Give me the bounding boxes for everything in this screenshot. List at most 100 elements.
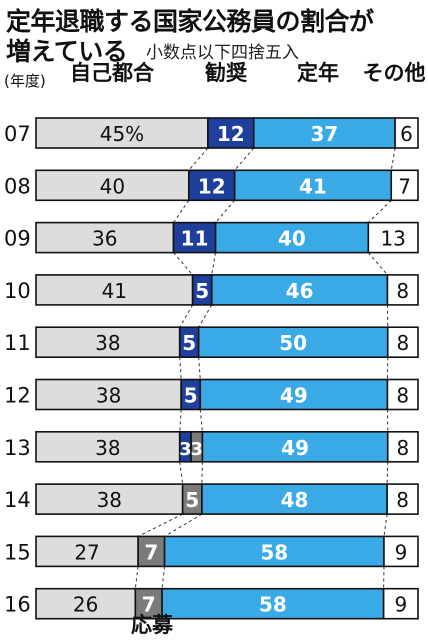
bar-other <box>386 483 419 515</box>
connector-line <box>198 304 213 328</box>
bar-other <box>390 169 419 202</box>
bar-teinen <box>163 535 385 568</box>
bar-label-self: 38 <box>96 384 121 408</box>
legend-teinen: 定年 <box>297 61 339 85</box>
bar-teinen <box>210 274 389 306</box>
year-label: 13 <box>4 436 31 460</box>
bar-label-kansho: 5 <box>182 331 196 355</box>
bar-label-teinen: 58 <box>260 540 288 564</box>
bar-teinen <box>201 430 389 463</box>
bar-self <box>35 430 181 463</box>
bar-self <box>35 169 190 202</box>
bar-label-teinen: 50 <box>279 331 307 355</box>
bar-label-kansho: 5 <box>184 384 198 408</box>
connector-line <box>173 200 190 223</box>
bar-label-other: 8 <box>397 436 410 460</box>
bar-label-kansho: 3 <box>179 439 192 460</box>
bar-teinen <box>197 326 389 359</box>
bar-label-self: 36 <box>92 227 117 251</box>
legend-oubo: 応募 <box>131 613 174 637</box>
bar-other <box>386 326 419 359</box>
bar-label-self: 27 <box>74 540 99 564</box>
year-label: 11 <box>4 331 31 355</box>
bar-self <box>35 221 175 254</box>
connector-line <box>383 514 388 537</box>
unit-label: (年度) <box>4 72 46 90</box>
bar-label-other: 7 <box>398 174 411 198</box>
connector-line <box>367 252 388 276</box>
bar-label-teinen: 41 <box>299 174 327 198</box>
year-label: 07 <box>4 122 31 146</box>
bar-teinen <box>252 117 396 149</box>
bar-label-oubo: 5 <box>185 488 199 512</box>
bar-self <box>35 483 184 515</box>
connector-line <box>367 199 392 223</box>
connector-line <box>164 513 203 537</box>
year-label: 08 <box>4 174 31 198</box>
connector-line <box>161 566 166 589</box>
bar-label-kansho: 5 <box>195 279 209 303</box>
bar-label-self: 41 <box>102 279 127 303</box>
bar-label-teinen: 46 <box>286 279 314 303</box>
connector-line <box>215 199 236 223</box>
bar-label-self: 38 <box>95 331 120 355</box>
bar-label-teinen: 49 <box>281 436 309 460</box>
bar-self <box>35 587 137 620</box>
year-label: 09 <box>4 227 31 251</box>
bar-label-self: 38 <box>95 436 120 460</box>
bar-label-oubo: 3 <box>190 439 203 460</box>
bar-other <box>367 221 419 254</box>
year-label: 10 <box>4 279 31 303</box>
chart-subtitle: 小数点以下四捨五入 <box>146 43 299 63</box>
year-label: 15 <box>4 540 31 564</box>
bar-kansho <box>207 117 255 149</box>
chart-title-line1: 定年退職する国家公務員の割合が <box>6 7 374 36</box>
legend-other: その他 <box>363 61 426 85</box>
bar-self <box>35 378 182 411</box>
legend-kansho: 勧奨 <box>204 61 248 85</box>
bar-other <box>386 378 419 411</box>
bar-other <box>382 587 419 620</box>
bar-label-teinen: 49 <box>280 384 308 408</box>
connector-line <box>179 357 182 380</box>
bar-label-oubo: 7 <box>144 540 158 564</box>
bar-label-other: 8 <box>397 331 410 355</box>
bar-label-other: 9 <box>394 593 407 617</box>
connector-line <box>137 513 183 537</box>
bar-label-self: 38 <box>97 488 122 512</box>
year-label: 16 <box>4 593 31 617</box>
connector-line <box>211 252 217 275</box>
connector-lines <box>134 147 396 589</box>
bar-label-self: 26 <box>73 593 98 617</box>
bar-teinen <box>199 378 389 411</box>
bar-label-other: 6 <box>400 122 413 146</box>
bar-kansho <box>188 169 236 202</box>
bar-label-teinen: 40 <box>278 227 306 251</box>
bar-label-teinen: 37 <box>310 122 338 146</box>
bar-kansho <box>172 221 217 254</box>
bar-label-kansho: 12 <box>198 174 226 198</box>
bar-label-self: 45% <box>100 122 144 146</box>
bar-other <box>386 430 419 463</box>
bar-label-other: 8 <box>396 279 409 303</box>
connector-line <box>179 461 184 485</box>
bar-other <box>386 274 419 306</box>
bar-label-teinen: 58 <box>259 593 287 617</box>
connector-line <box>134 566 139 589</box>
connector-line <box>179 409 182 432</box>
connector-line <box>173 252 193 276</box>
bar-oubo <box>137 535 166 568</box>
connector-line <box>234 147 255 171</box>
chart-title-line2: 増えている <box>6 37 128 66</box>
bar-teinen <box>233 169 393 202</box>
bar-label-self: 40 <box>100 174 125 198</box>
bar-label-kansho: 12 <box>217 122 245 146</box>
connector-line <box>198 357 201 380</box>
bar-self <box>35 274 194 306</box>
bars-layer <box>35 117 419 620</box>
bar-label-oubo: 7 <box>142 593 156 617</box>
bar-label-other: 9 <box>395 540 408 564</box>
bar-other <box>394 117 419 149</box>
